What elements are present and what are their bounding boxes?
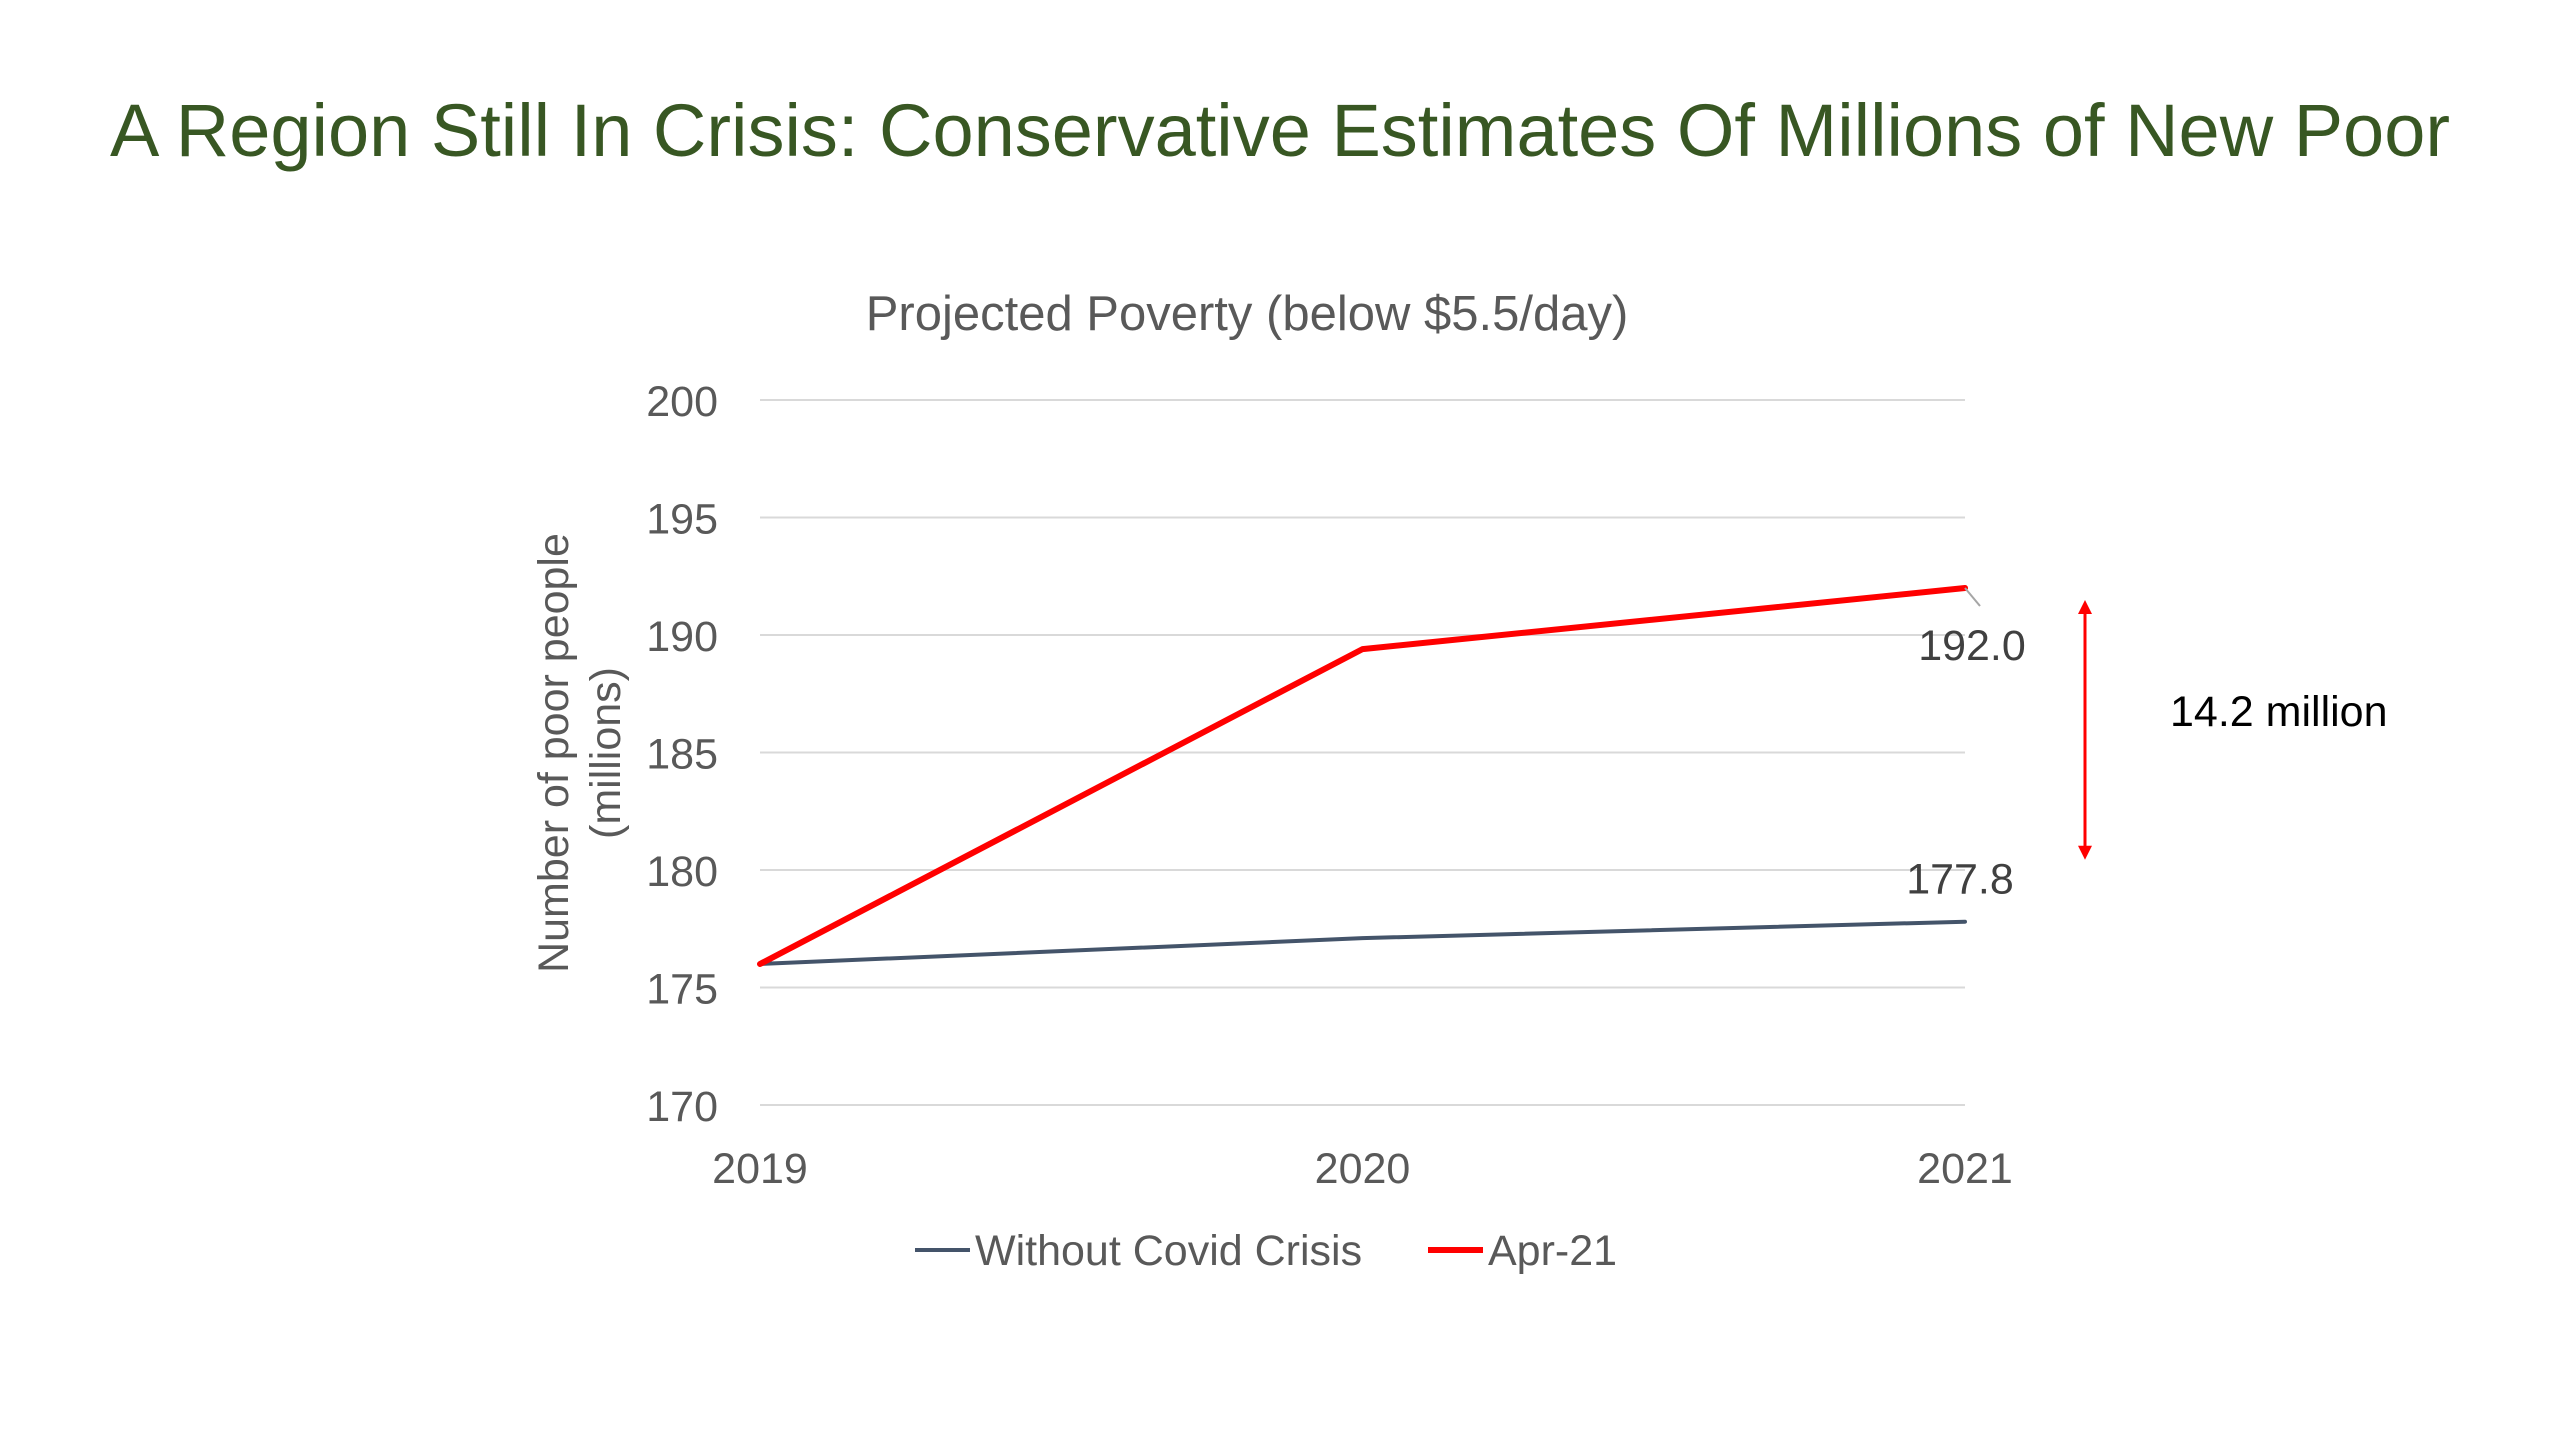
x-tick-label: 2021 [1917, 1145, 2013, 1193]
arrowhead-up-icon [2078, 600, 2092, 614]
arrowhead-down-icon [2078, 845, 2092, 860]
slide-title: A Region Still In Crisis: Conservative E… [109, 89, 2451, 172]
x-tick-label: 2020 [1315, 1145, 1411, 1193]
svg-text:Number of poor people(millions: Number of poor people(millions) [530, 533, 630, 973]
x-tick-label: 2019 [712, 1145, 808, 1193]
y-tick-label: 200 [646, 378, 718, 426]
y-tick-label: 185 [646, 731, 718, 779]
y-axis-ticks: 170 175 180 185 190 195 200 [646, 378, 718, 1131]
legend: Without Covid Crisis Apr-21 [915, 1227, 1617, 1275]
legend-label: Apr-21 [1488, 1227, 1617, 1275]
data-label: 177.8 [1906, 856, 2014, 904]
difference-annotation: 14.2 million [2078, 600, 2388, 860]
y-axis-title: Number of poor people(millions) [530, 533, 630, 973]
y-tick-label: 170 [646, 1083, 718, 1131]
leader-line [1964, 587, 1981, 607]
y-tick-label: 175 [646, 966, 718, 1014]
series-line-1 [757, 585, 1968, 967]
legend-label: Without Covid Crisis [975, 1227, 1362, 1275]
difference-label: 14.2 million [2170, 688, 2388, 736]
y-axis-title-line: (millions) [582, 667, 630, 839]
x-axis-ticks: 2019 2020 2021 [712, 1145, 2013, 1193]
data-labels: 177.8 192.0 [1906, 587, 2026, 904]
y-axis-title-line: Number of poor people [530, 533, 578, 973]
chart-title: Projected Poverty (below $5.5/day) [866, 287, 1629, 341]
y-tick-label: 180 [646, 848, 718, 896]
data-label: 192.0 [1918, 622, 2026, 670]
gridlines [760, 399, 1965, 1106]
series-lines [757, 585, 1968, 967]
series-line-0 [758, 919, 1967, 966]
y-tick-label: 190 [646, 613, 718, 661]
y-tick-label: 195 [646, 496, 718, 544]
